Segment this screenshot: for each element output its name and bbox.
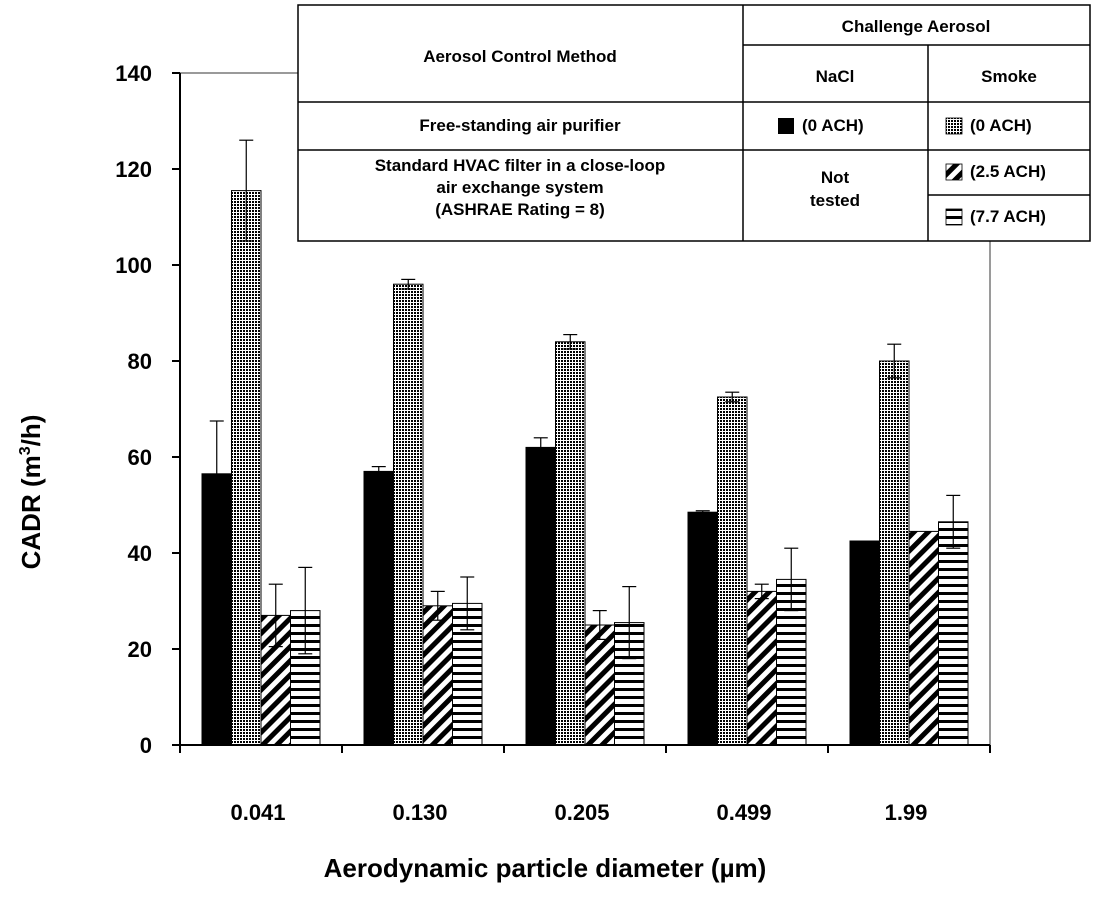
error-bars [209,139,961,660]
x-axis-title: Aerodynamic particle diameter (µm) [324,853,767,883]
y-axis-title-tail: /h) [16,415,46,447]
y-tick-label: 40 [128,541,152,566]
legend-table-border [297,4,1091,242]
bar-diagonal [422,605,453,746]
y-axis-title-superscript: 3 [17,446,34,455]
legend-swatch-diagonal [945,163,963,181]
x-tick-label: 1.99 [885,800,928,825]
y-tick-label: 0 [140,733,152,758]
y-tick-label: 120 [115,157,152,182]
y-tick-label: 80 [128,349,152,374]
legend-header-challenge: Challenge Aerosol [842,17,991,36]
y-axis-title: CADR (m3/h) [16,415,46,570]
bar-horizontal [938,521,969,746]
legend-label-solid: (0 ACH) [802,116,864,135]
svg-text:CADR (m3/h): CADR (m3/h) [16,415,46,570]
bars [201,190,969,746]
legend-swatch-horizontal [945,208,963,226]
bar-dots [717,396,748,746]
legend-not-tested-line1: Not [821,168,850,187]
legend-label-horizontal: (7.7 ACH) [970,207,1046,226]
y-tick-label: 20 [128,637,152,662]
legend-header-smoke: Smoke [981,67,1037,86]
bar-diagonal [584,624,615,746]
x-tick-label: 0.041 [230,800,285,825]
bar-dots [555,341,586,746]
x-tick-label: 0.499 [716,800,771,825]
legend-table: Aerosol Control Method Challenge Aerosol… [297,4,1091,242]
bar-diagonal [746,590,777,746]
legend-swatch-solid [778,118,794,134]
bar-dots [393,283,424,746]
bar-solid [687,511,718,746]
y-tick-label: 140 [115,61,152,86]
y-axis-ticks: 0 20 40 60 80 100 120 140 [115,61,180,758]
y-tick-label: 60 [128,445,152,470]
x-tick-label: 0.130 [392,800,447,825]
bar-dots [231,190,262,746]
y-tick-label: 100 [115,253,152,278]
bar-dots [879,360,910,746]
legend-row2-method-line3: (ASHRAE Rating = 8) [435,200,605,219]
y-axis-title-main: CADR (m [16,455,46,569]
legend-row1-method: Free-standing air purifier [419,116,621,135]
x-axis-ticks: 0.041 0.130 0.205 0.499 1.99 [179,745,991,825]
legend-not-tested-line2: tested [810,191,860,210]
bar-solid [525,446,556,746]
legend-header-method: Aerosol Control Method [423,47,617,66]
legend-label-dots: (0 ACH) [970,116,1032,135]
legend-header-nacl: NaCl [816,67,855,86]
x-tick-label: 0.205 [554,800,609,825]
legend-swatch-dots [945,117,963,135]
legend-label-diagonal: (2.5 ACH) [970,162,1046,181]
legend-row2-method-line2: air exchange system [436,178,603,197]
bar-diagonal [908,530,939,746]
bar-solid [849,540,880,746]
legend-row2-method-line1: Standard HVAC filter in a close-loop [375,156,666,175]
bar-solid [363,470,394,746]
